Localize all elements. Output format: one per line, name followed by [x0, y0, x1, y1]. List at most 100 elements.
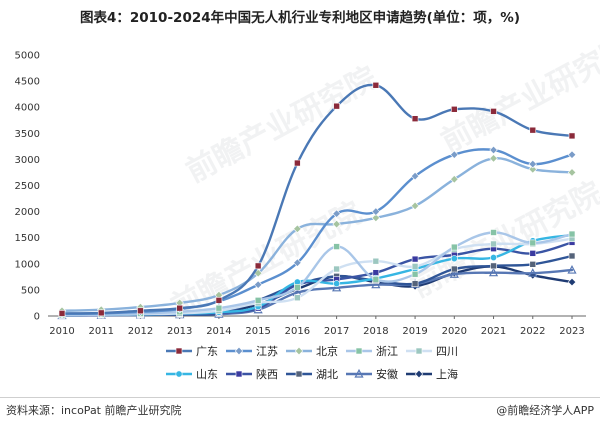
- legend-marker-安徽: [354, 368, 364, 378]
- data-point-浙江-2018: [372, 276, 380, 283]
- data-point-山东-2021: [490, 254, 498, 262]
- legend-marker-广东: [175, 347, 183, 355]
- x-tick-label: 2020: [442, 326, 467, 337]
- x-tick-label: 2013: [167, 326, 192, 337]
- data-point-江苏-2016: [293, 258, 302, 267]
- data-point-江苏-2017: [332, 209, 341, 218]
- data-point-广东-2018: [372, 81, 380, 89]
- data-point-江苏-2020: [450, 150, 459, 159]
- y-tick-label: 2000: [15, 207, 40, 218]
- data-point-江苏-2015: [253, 280, 263, 289]
- data-point-浙江-2015: [254, 297, 262, 304]
- x-tick-label: 2016: [285, 326, 310, 337]
- y-tick-label: 500: [21, 285, 40, 296]
- legend-marker-江苏: [234, 346, 244, 356]
- y-tick-label: 1500: [15, 233, 40, 244]
- line-chart: 0 500 1000 1500 2000 2500 3000 3500 4000 4500 5000…: [15, 51, 586, 381]
- series-line-浙江: [60, 231, 574, 317]
- x-tick-label: 2021: [481, 326, 506, 337]
- data-point-湖北-2021: [490, 262, 497, 270]
- legend-label-上海: 上海: [436, 367, 458, 381]
- data-point-四川-2021: [490, 240, 497, 248]
- data-point-浙江-2019: [411, 270, 419, 278]
- data-point-陕西-2019: [411, 255, 419, 263]
- data-point-江苏-2022: [528, 159, 537, 169]
- data-point-湖北-2022: [529, 261, 537, 268]
- chart-title: 图表4：2010-2024年中国无人机行业专利地区申请趋势(单位：项，%): [79, 10, 520, 26]
- data-point-安徽-2021: [488, 267, 499, 277]
- data-point-北京-2016: [293, 224, 302, 234]
- data-point-浙江-2020: [451, 243, 458, 251]
- data-point-安徽-2023: [567, 264, 577, 274]
- legend-label-北京: 北京: [316, 344, 338, 358]
- data-point-北京-2021: [489, 154, 498, 163]
- x-tick-label: 2010: [49, 326, 74, 337]
- data-point-广东-2021: [490, 108, 497, 115]
- data-point-广东-2013: [176, 304, 183, 312]
- x-tick-label: 2012: [128, 326, 153, 337]
- data-point-广东-2012: [137, 307, 144, 315]
- legend-label-陕西: 陕西: [256, 367, 278, 381]
- legend-label-江苏: 江苏: [256, 345, 278, 358]
- legend-marker-山东: [175, 370, 183, 378]
- y-tick-label: 4000: [15, 103, 40, 114]
- y-tick-label: 3000: [15, 155, 40, 166]
- data-point-北京-2019: [410, 201, 420, 211]
- data-point-陕西-2018: [372, 269, 380, 276]
- data-point-北京-2018: [371, 213, 381, 223]
- data-point-山东-2017: [333, 280, 341, 288]
- y-tick-label: 3500: [15, 129, 40, 140]
- data-point-北京-2020: [450, 175, 459, 184]
- x-tick-label: 2019: [402, 326, 427, 337]
- series-line-广东: [60, 83, 574, 315]
- y-tick-label: 2500: [15, 181, 40, 192]
- data-point-广东-2014: [215, 297, 223, 304]
- data-point-广东-2010: [58, 310, 66, 317]
- data-point-广东-2015: [254, 262, 262, 270]
- brand-note: @前瞻经济学人APP: [496, 404, 594, 417]
- data-point-山东-2020: [450, 255, 458, 263]
- data-point-江苏-2021: [489, 145, 498, 155]
- x-tick-label: 2022: [520, 326, 545, 337]
- data-point-北京-2023: [567, 168, 577, 177]
- footer-divider: [0, 397, 600, 398]
- data-point-浙江-2023: [568, 230, 576, 238]
- x-tick-label: 2018: [363, 326, 388, 337]
- x-tick-label: 2017: [324, 326, 349, 337]
- legend-label-湖北: 湖北: [316, 368, 338, 381]
- data-point-湖北-2020: [451, 265, 458, 273]
- source-note: 资料来源：incoPat 前瞻产业研究院: [6, 404, 182, 417]
- y-tick-label: 4500: [15, 77, 40, 88]
- data-point-安徽-2020: [449, 269, 459, 278]
- data-point-广东-2017: [333, 102, 340, 110]
- legend-label-广东: 广东: [196, 345, 218, 358]
- data-point-北京-2017: [332, 219, 341, 229]
- data-point-浙江-2014: [215, 304, 223, 312]
- data-point-江苏-2023: [567, 150, 577, 159]
- legend-label-浙江: 浙江: [376, 345, 398, 358]
- data-point-四川-2019: [411, 263, 419, 270]
- data-point-北京-2022: [528, 165, 537, 174]
- y-tick-label: 0: [34, 312, 40, 323]
- data-point-浙江-2021: [490, 229, 497, 236]
- data-point-广东-2016: [294, 159, 301, 167]
- y-tick-label: 1000: [15, 259, 40, 270]
- data-point-浙江-2022: [529, 239, 537, 247]
- legend-label-山东: 山东: [196, 368, 218, 381]
- legend-marker-陕西: [235, 370, 243, 378]
- data-point-广东-2023: [568, 132, 576, 140]
- legend-marker-湖北: [295, 370, 303, 378]
- data-point-广东-2011: [97, 309, 105, 317]
- legend-label-四川: 四川: [436, 345, 458, 358]
- data-point-陕西-2022: [529, 250, 537, 257]
- x-tick-label: 2015: [245, 326, 270, 337]
- data-point-安徽-2018: [371, 279, 381, 289]
- data-point-安徽-2017: [332, 282, 342, 292]
- data-point-安徽-2022: [528, 268, 538, 277]
- data-point-江苏-2018: [371, 207, 381, 216]
- data-point-上海-2023: [567, 277, 577, 287]
- data-point-江苏-2019: [410, 171, 420, 181]
- y-tick-label: 5000: [15, 51, 40, 62]
- x-tick-label: 2023: [559, 326, 584, 337]
